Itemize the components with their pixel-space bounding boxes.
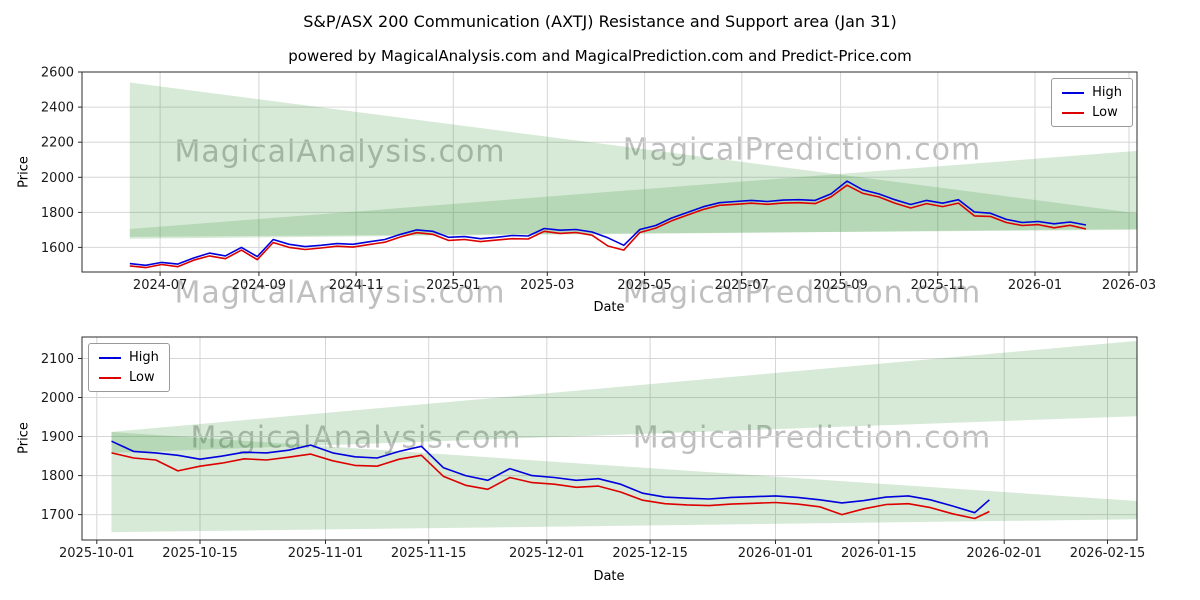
resistance-band — [111, 340, 1137, 453]
svg-text:2024-09: 2024-09 — [232, 278, 286, 293]
support-band — [129, 150, 1138, 239]
bottom-chart-x-axis-label: Date — [593, 569, 625, 584]
svg-text:2025-11-01: 2025-11-01 — [288, 546, 364, 561]
svg-text:2026-01-01: 2026-01-01 — [738, 546, 814, 561]
svg-text:2025-05: 2025-05 — [617, 278, 671, 293]
legend-item-low: Low — [99, 370, 159, 385]
legend-label-high: High — [129, 350, 159, 365]
top-chart-y-axis-label: Price — [16, 156, 32, 188]
svg-text:2025-10-01: 2025-10-01 — [59, 546, 135, 561]
svg-text:2025-07: 2025-07 — [715, 278, 769, 293]
chart-subtitle: powered by MagicalAnalysis.com and Magic… — [288, 47, 912, 65]
legend-label-low: Low — [129, 370, 155, 385]
watermark-text: MagicalPrediction.com — [622, 275, 982, 311]
svg-text:2600: 2600 — [41, 66, 74, 81]
legend-label-high: High — [1092, 85, 1122, 100]
legend-item-high: High — [99, 350, 159, 365]
svg-text:2025-09: 2025-09 — [813, 278, 867, 293]
low-line-swatch — [1062, 111, 1085, 114]
bottom-chart-legend: High Low — [88, 343, 170, 392]
svg-text:2000: 2000 — [41, 391, 74, 406]
svg-text:2026-01: 2026-01 — [1008, 278, 1062, 293]
high-line-swatch — [99, 356, 121, 359]
svg-text:2024-07: 2024-07 — [133, 278, 187, 293]
svg-text:1600: 1600 — [41, 241, 74, 256]
chart-title: S&P/ASX 200 Communication (AXTJ) Resista… — [303, 12, 897, 31]
svg-text:2025-11-15: 2025-11-15 — [391, 546, 467, 561]
bottom-chart-y-axis-label: Price — [16, 422, 32, 454]
legend-label-low: Low — [1092, 105, 1118, 120]
svg-text:1900: 1900 — [41, 430, 74, 445]
resistance-band — [129, 82, 1138, 237]
low-line — [129, 184, 1087, 269]
high-line — [129, 180, 1087, 267]
legend-item-low: Low — [1062, 105, 1122, 120]
svg-text:2025-03: 2025-03 — [520, 278, 574, 293]
svg-text:2400: 2400 — [41, 101, 74, 116]
watermark-text: MagicalAnalysis.com — [190, 421, 521, 456]
svg-text:2026-03: 2026-03 — [1102, 278, 1156, 293]
svg-text:1800: 1800 — [41, 206, 74, 221]
svg-text:2026-01-15: 2026-01-15 — [841, 546, 917, 561]
svg-text:2025-11: 2025-11 — [911, 278, 965, 293]
svg-text:2025-10-15: 2025-10-15 — [162, 546, 238, 561]
svg-text:2000: 2000 — [41, 171, 74, 186]
svg-text:2026-02-01: 2026-02-01 — [966, 546, 1042, 561]
svg-text:2100: 2100 — [41, 352, 74, 367]
watermark-text: MagicalAnalysis.com — [174, 135, 505, 170]
svg-text:2025-12-01: 2025-12-01 — [509, 546, 585, 561]
high-line-swatch — [1062, 91, 1085, 94]
top-chart: 2024-07 2024-09 2024-11 2025-01 2025-03 2025-… — [41, 66, 1156, 294]
low-line — [111, 452, 990, 520]
watermark-text: MagicalPrediction.com — [632, 420, 992, 456]
watermark-text: MagicalPrediction.com — [622, 132, 982, 168]
top-chart-legend: High Low — [1051, 78, 1133, 127]
legend-item-high: High — [1062, 85, 1122, 100]
low-line-swatch — [99, 376, 121, 379]
bottom-chart: 2025-10-01 2025-10-15 2025-11-01 2025-11-15… — [41, 336, 1146, 561]
watermark-text: MagicalAnalysis.com — [174, 275, 506, 311]
svg-text:2025-01: 2025-01 — [426, 278, 480, 293]
high-line — [111, 440, 990, 514]
svg-text:2200: 2200 — [41, 136, 74, 151]
support-band — [111, 431, 1137, 533]
svg-text:2024-11: 2024-11 — [329, 278, 383, 293]
svg-text:2025-12-15: 2025-12-15 — [612, 546, 688, 561]
top-chart-x-axis-label: Date — [593, 300, 625, 315]
svg-text:1800: 1800 — [41, 469, 74, 484]
svg-text:1700: 1700 — [41, 508, 74, 523]
svg-text:2026-02-15: 2026-02-15 — [1070, 546, 1146, 561]
